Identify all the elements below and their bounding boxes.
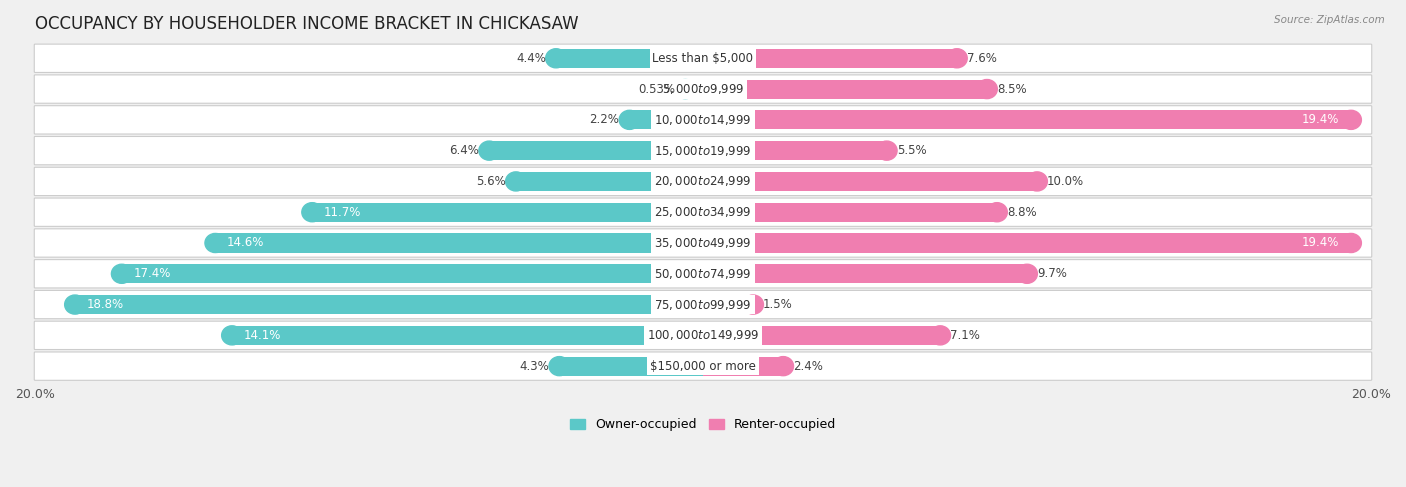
Text: Less than $5,000: Less than $5,000 xyxy=(652,52,754,65)
Text: $150,000 or more: $150,000 or more xyxy=(650,359,756,373)
Text: 10.0%: 10.0% xyxy=(1047,175,1084,188)
Text: 19.4%: 19.4% xyxy=(1302,237,1340,249)
Text: $5,000 to $9,999: $5,000 to $9,999 xyxy=(662,82,744,96)
Bar xyxy=(312,203,703,222)
Bar xyxy=(703,295,754,314)
Text: 11.7%: 11.7% xyxy=(323,206,361,219)
FancyBboxPatch shape xyxy=(34,198,1372,226)
Text: 18.8%: 18.8% xyxy=(87,298,124,311)
FancyBboxPatch shape xyxy=(34,352,1372,380)
FancyBboxPatch shape xyxy=(34,260,1372,288)
Text: 0.53%: 0.53% xyxy=(638,83,675,95)
Text: $10,000 to $14,999: $10,000 to $14,999 xyxy=(654,113,752,127)
Text: 7.1%: 7.1% xyxy=(950,329,980,342)
Circle shape xyxy=(222,326,242,345)
Circle shape xyxy=(302,203,322,222)
Bar xyxy=(703,203,997,222)
Legend: Owner-occupied, Renter-occupied: Owner-occupied, Renter-occupied xyxy=(565,413,841,436)
Bar xyxy=(560,356,703,375)
Text: $75,000 to $99,999: $75,000 to $99,999 xyxy=(654,298,752,312)
Text: $50,000 to $74,999: $50,000 to $74,999 xyxy=(654,267,752,281)
Bar xyxy=(703,49,957,68)
Text: 6.4%: 6.4% xyxy=(450,144,479,157)
FancyBboxPatch shape xyxy=(34,167,1372,196)
Bar xyxy=(703,356,783,375)
Bar xyxy=(703,111,1351,130)
Circle shape xyxy=(111,264,132,283)
Circle shape xyxy=(619,111,640,130)
Text: 5.5%: 5.5% xyxy=(897,144,927,157)
Text: 14.1%: 14.1% xyxy=(243,329,281,342)
Circle shape xyxy=(65,295,86,314)
Bar xyxy=(516,172,703,191)
Bar xyxy=(703,326,941,345)
Text: $20,000 to $24,999: $20,000 to $24,999 xyxy=(654,174,752,188)
Text: 2.2%: 2.2% xyxy=(589,113,620,126)
Text: OCCUPANCY BY HOUSEHOLDER INCOME BRACKET IN CHICKASAW: OCCUPANCY BY HOUSEHOLDER INCOME BRACKET … xyxy=(35,15,578,33)
Bar xyxy=(215,233,703,253)
Text: $25,000 to $34,999: $25,000 to $34,999 xyxy=(654,205,752,219)
Text: Source: ZipAtlas.com: Source: ZipAtlas.com xyxy=(1274,15,1385,25)
Circle shape xyxy=(977,79,997,98)
FancyBboxPatch shape xyxy=(34,106,1372,134)
Bar xyxy=(703,172,1038,191)
Bar xyxy=(685,79,703,98)
Circle shape xyxy=(548,356,569,375)
Bar xyxy=(232,326,703,345)
Circle shape xyxy=(1017,264,1038,283)
Text: 19.4%: 19.4% xyxy=(1302,113,1340,126)
Circle shape xyxy=(876,141,897,160)
Bar xyxy=(630,111,703,130)
Bar xyxy=(489,141,703,160)
Circle shape xyxy=(546,49,567,68)
FancyBboxPatch shape xyxy=(34,44,1372,73)
Text: 8.5%: 8.5% xyxy=(997,83,1026,95)
Text: 5.6%: 5.6% xyxy=(477,175,506,188)
Bar xyxy=(703,233,1351,253)
Circle shape xyxy=(479,141,499,160)
Text: 9.7%: 9.7% xyxy=(1038,267,1067,281)
Circle shape xyxy=(773,356,793,375)
Text: 17.4%: 17.4% xyxy=(134,267,172,281)
Text: 8.8%: 8.8% xyxy=(1007,206,1036,219)
Text: 4.3%: 4.3% xyxy=(520,359,550,373)
FancyBboxPatch shape xyxy=(34,290,1372,318)
Text: $35,000 to $49,999: $35,000 to $49,999 xyxy=(654,236,752,250)
Circle shape xyxy=(946,49,967,68)
Circle shape xyxy=(1341,111,1361,130)
FancyBboxPatch shape xyxy=(34,136,1372,165)
Circle shape xyxy=(205,233,226,253)
Text: $100,000 to $149,999: $100,000 to $149,999 xyxy=(647,328,759,342)
Text: 7.6%: 7.6% xyxy=(967,52,997,65)
Bar xyxy=(703,264,1026,283)
Text: 4.4%: 4.4% xyxy=(516,52,546,65)
FancyBboxPatch shape xyxy=(34,229,1372,257)
Text: 2.4%: 2.4% xyxy=(793,359,823,373)
Text: 14.6%: 14.6% xyxy=(226,237,264,249)
Circle shape xyxy=(506,172,526,191)
Bar xyxy=(75,295,703,314)
Circle shape xyxy=(987,203,1007,222)
Bar xyxy=(555,49,703,68)
Circle shape xyxy=(929,326,950,345)
Bar xyxy=(703,141,887,160)
Text: $15,000 to $19,999: $15,000 to $19,999 xyxy=(654,144,752,158)
FancyBboxPatch shape xyxy=(34,321,1372,350)
Circle shape xyxy=(1026,172,1047,191)
FancyBboxPatch shape xyxy=(34,75,1372,103)
Circle shape xyxy=(742,295,763,314)
Circle shape xyxy=(675,79,696,98)
Circle shape xyxy=(1341,233,1361,253)
Text: 1.5%: 1.5% xyxy=(763,298,793,311)
Bar xyxy=(703,79,987,98)
Bar xyxy=(122,264,703,283)
